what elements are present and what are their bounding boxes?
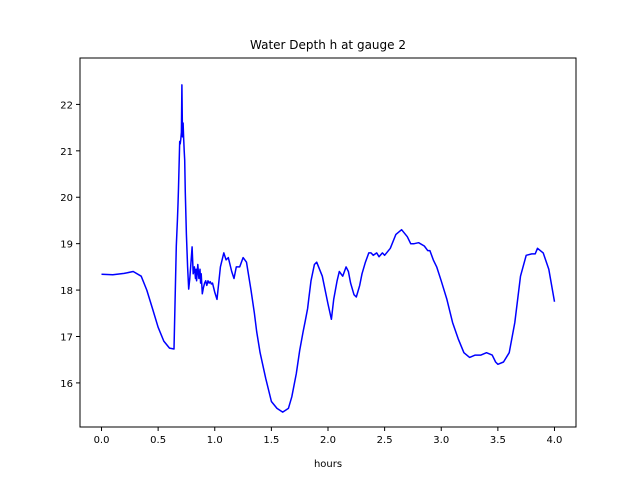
- y-tick-label: 21: [60, 147, 73, 158]
- x-tick-label: 1.5: [263, 435, 279, 446]
- y-tick-label: 20: [60, 193, 73, 204]
- x-tick-label: 1.0: [207, 435, 223, 446]
- y-axis: 16 17 18 19 20 21 22: [60, 100, 80, 390]
- chart-title: Water Depth h at gauge 2: [250, 38, 406, 52]
- x-axis: 0.0 0.5 1.0 1.5 2.0 2.5 3.0 3.5 4.0: [94, 427, 563, 446]
- x-tick-label: 2.0: [320, 435, 336, 446]
- x-axis-label: hours: [314, 459, 342, 470]
- series-line: [101, 84, 556, 413]
- y-tick-label: 22: [60, 100, 73, 111]
- y-tick-label: 17: [60, 332, 73, 343]
- x-tick-label: 3.5: [490, 435, 506, 446]
- x-tick-label: 4.0: [547, 435, 563, 446]
- series-layer: [101, 84, 556, 413]
- x-tick-label: 0.0: [94, 435, 110, 446]
- y-tick-label: 18: [60, 286, 73, 297]
- x-tick-label: 2.5: [377, 435, 393, 446]
- y-tick-label: 16: [60, 379, 73, 390]
- x-tick-label: 3.0: [433, 435, 449, 446]
- y-tick-label: 19: [60, 240, 73, 251]
- x-tick-label: 0.5: [150, 435, 166, 446]
